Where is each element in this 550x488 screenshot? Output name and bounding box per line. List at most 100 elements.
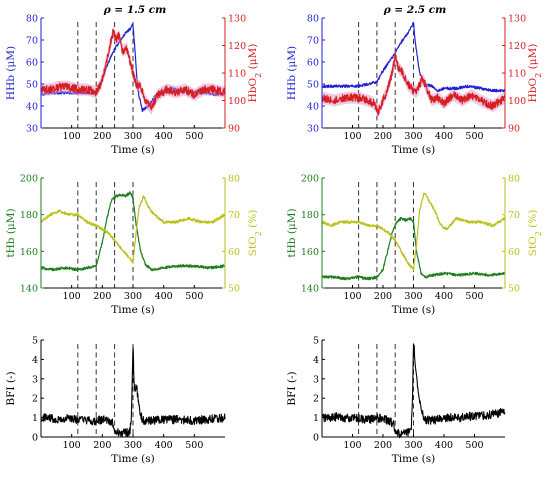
series-line-hbo2 xyxy=(40,28,226,111)
y-tick-label: 70 xyxy=(26,36,38,47)
y-right-tick-label: 50 xyxy=(228,284,240,295)
chart-top-left: 100 200 300 400 500 30 40 50 60 70 80 90 100 110 120 13… xyxy=(5,14,263,157)
y-right-tick-label: 120 xyxy=(508,41,526,52)
x-axis-label: Time (s) xyxy=(392,144,435,156)
x-tick-label: 500 xyxy=(185,440,203,451)
y-tick-label: 80 xyxy=(26,14,38,25)
y-tick-label: 30 xyxy=(26,124,38,135)
chart-bottom-left: 100 200 300 400 500 0 1 2 3 4 5 Time (s) BFI (-) xyxy=(5,336,226,465)
x-tick-label: 400 xyxy=(435,440,453,451)
y-tick-label: 1 xyxy=(32,413,38,424)
y-tick-label: 5 xyxy=(313,336,319,347)
y-tick-label: 140 xyxy=(301,284,319,295)
y-right-tick-label: 60 xyxy=(508,247,520,258)
x-tick-label: 500 xyxy=(185,131,203,142)
y-right-tick-label: 130 xyxy=(228,14,246,25)
x-tick-label: 200 xyxy=(93,131,111,142)
y-right-tick-label: 100 xyxy=(228,96,246,107)
y-tick-label: 80 xyxy=(307,14,319,25)
y-tick-label: 3 xyxy=(313,374,319,385)
y-right-axis-label: StO2 (%) xyxy=(247,210,263,257)
y-right-tick-label: 90 xyxy=(508,124,520,135)
x-tick-label: 300 xyxy=(404,440,422,451)
y-tick-label: 2 xyxy=(32,394,38,405)
y-tick-label: 0 xyxy=(32,433,38,444)
x-tick-label: 300 xyxy=(124,291,142,302)
x-tick-label: 500 xyxy=(465,131,483,142)
y-tick-label: 40 xyxy=(26,102,38,113)
y-axis-label: BFI (-) xyxy=(286,371,298,405)
series-line-hhb xyxy=(321,21,506,93)
x-tick-label: 500 xyxy=(465,440,483,451)
y-axis-label: HHb (μM) xyxy=(5,46,17,100)
x-tick-label: 100 xyxy=(343,440,361,451)
series-line-thb xyxy=(321,216,506,281)
x-tick-label: 400 xyxy=(155,131,173,142)
x-tick-label: 300 xyxy=(404,291,422,302)
x-tick-label: 300 xyxy=(124,440,142,451)
series-line-sto2 xyxy=(321,192,506,272)
x-tick-label: 200 xyxy=(93,291,111,302)
y-right-tick-label: 110 xyxy=(228,69,246,80)
x-tick-label: 300 xyxy=(404,131,422,142)
series-line-thb xyxy=(40,191,226,272)
x-tick-label: 200 xyxy=(374,131,392,142)
y-right-tick-label: 100 xyxy=(508,96,526,107)
y-tick-label: 60 xyxy=(307,58,319,69)
y-right-tick-label: 60 xyxy=(228,247,240,258)
y-tick-label: 140 xyxy=(20,284,38,295)
x-tick-label: 300 xyxy=(124,131,142,142)
x-axis-label: Time (s) xyxy=(392,453,435,465)
y-right-axis-label: HbO2 (μM) xyxy=(527,44,543,103)
y-tick-label: 2 xyxy=(313,394,319,405)
y-tick-label: 1 xyxy=(313,413,319,424)
y-tick-label: 3 xyxy=(32,374,38,385)
y-right-tick-label: 50 xyxy=(508,284,520,295)
y-axis-label: BFI (-) xyxy=(5,371,17,405)
y-tick-label: 200 xyxy=(301,174,319,185)
y-right-tick-label: 70 xyxy=(228,210,240,221)
chart-bottom-right: 100 200 300 400 500 0 1 2 3 4 5 Time (s) BFI (-) xyxy=(286,336,506,465)
x-tick-label: 400 xyxy=(155,440,173,451)
y-right-tick-label: 130 xyxy=(508,14,526,25)
x-tick-label: 500 xyxy=(185,291,203,302)
y-right-tick-label: 80 xyxy=(508,174,520,185)
x-tick-label: 500 xyxy=(465,291,483,302)
x-tick-label: 100 xyxy=(63,440,81,451)
y-right-tick-label: 80 xyxy=(228,174,240,185)
x-axis-label: Time (s) xyxy=(392,304,435,316)
y-tick-label: 50 xyxy=(307,80,319,91)
y-right-axis-label: HbO2 (μM) xyxy=(247,44,263,103)
y-right-tick-label: 110 xyxy=(508,69,526,80)
y-tick-label: 160 xyxy=(301,247,319,258)
y-tick-label: 4 xyxy=(32,355,38,366)
y-tick-label: 60 xyxy=(26,58,38,69)
y-tick-label: 180 xyxy=(20,210,38,221)
panel-title-right: ρ = 2.5 cm xyxy=(383,4,447,16)
y-right-axis-label: StO2 (%) xyxy=(527,210,543,257)
y-tick-label: 30 xyxy=(307,124,319,135)
series-line-bfi xyxy=(40,346,226,438)
x-tick-label: 100 xyxy=(63,131,81,142)
x-tick-label: 400 xyxy=(435,291,453,302)
x-axis-label: Time (s) xyxy=(111,144,154,156)
y-tick-label: 160 xyxy=(20,247,38,258)
x-tick-label: 100 xyxy=(343,131,361,142)
y-axis-label: tHb (μM) xyxy=(5,208,17,257)
y-right-tick-label: 120 xyxy=(228,41,246,52)
x-tick-label: 100 xyxy=(343,291,361,302)
chart-middle-right: 100 200 300 400 500 140 160 180 200 50 60 70 80 Time … xyxy=(286,174,543,317)
y-axis-label: HHb (μM) xyxy=(286,46,298,100)
y-tick-label: 4 xyxy=(313,355,319,366)
y-tick-label: 200 xyxy=(20,174,38,185)
chart-top-right: 100 200 300 400 500 30 40 50 60 70 80 90 100 110 120 13… xyxy=(286,14,543,157)
series-line-bfi xyxy=(321,343,506,439)
y-right-tick-label: 90 xyxy=(228,124,240,135)
y-tick-label: 40 xyxy=(307,102,319,113)
x-tick-label: 400 xyxy=(435,131,453,142)
y-tick-label: 70 xyxy=(307,36,319,47)
y-right-tick-label: 70 xyxy=(508,210,520,221)
y-tick-label: 180 xyxy=(301,210,319,221)
x-tick-label: 200 xyxy=(374,440,392,451)
x-tick-label: 100 xyxy=(63,291,81,302)
